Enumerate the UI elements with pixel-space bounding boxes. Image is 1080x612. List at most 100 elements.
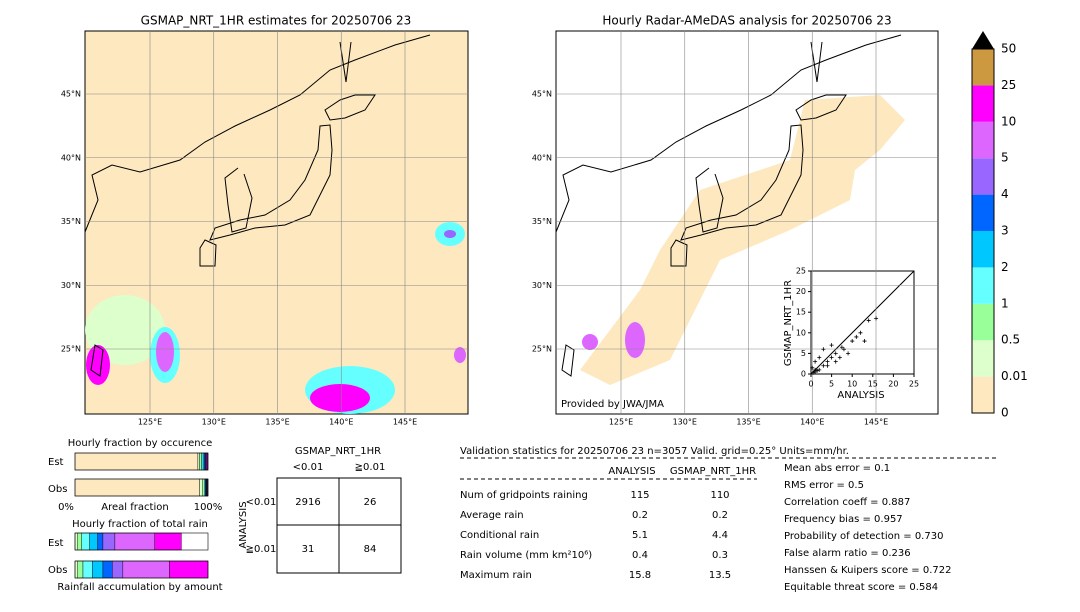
point bbox=[833, 359, 838, 364]
fraction-segment bbox=[77, 560, 84, 579]
cell: 15.8 bbox=[629, 570, 651, 581]
colorbar bbox=[972, 31, 994, 49]
point bbox=[813, 359, 818, 364]
lat-label: 35°N bbox=[61, 217, 81, 226]
column-header: ≧0.01 bbox=[355, 462, 386, 473]
row-label: Est bbox=[48, 457, 64, 468]
table-cell: 31 bbox=[302, 544, 315, 555]
panel-title: Hourly fraction by occurence bbox=[68, 438, 212, 449]
point bbox=[825, 359, 830, 364]
fraction-segment bbox=[154, 532, 182, 551]
point bbox=[858, 330, 863, 335]
lat-label: 30°N bbox=[532, 281, 552, 290]
colorbar-segment bbox=[972, 303, 994, 341]
point bbox=[850, 339, 855, 344]
row-label: Obs bbox=[48, 565, 67, 576]
point bbox=[821, 363, 826, 368]
score: Frequency bias = 0.957 bbox=[784, 514, 903, 525]
point bbox=[829, 355, 834, 360]
bar-frame bbox=[74, 452, 209, 471]
y-tick-label: 15 bbox=[796, 308, 806, 317]
panel-title: Hourly fraction of total rain bbox=[72, 519, 208, 530]
row-label: Rain volume (mm km²10⁶) bbox=[460, 550, 592, 561]
point bbox=[837, 355, 842, 360]
point bbox=[813, 367, 818, 372]
map-title: Hourly Radar-AMeDAS analysis for 2025070… bbox=[602, 14, 891, 28]
cell: 0.4 bbox=[632, 550, 648, 561]
row-label: Average rain bbox=[460, 510, 524, 521]
score: Correlation coeff = 0.887 bbox=[784, 497, 910, 508]
colorbar-label: 3 bbox=[1001, 224, 1009, 238]
point bbox=[809, 372, 813, 376]
left-map: GSMAP_NRT_1HR estimates for 20250706 23 bbox=[84, 14, 469, 415]
row-label: Obs bbox=[48, 484, 67, 495]
colorbar-label: 0.5 bbox=[1001, 333, 1020, 347]
lon-label: 125°E bbox=[609, 418, 633, 427]
bar-frame bbox=[74, 478, 209, 497]
point bbox=[810, 365, 815, 370]
table-cell: 26 bbox=[364, 497, 377, 508]
cell: 0.2 bbox=[712, 510, 728, 521]
point bbox=[815, 368, 820, 373]
lat-label: 25°N bbox=[532, 345, 552, 354]
lat-label: 30°N bbox=[61, 281, 81, 290]
y-axis-label: GSMAP_NRT_1HR bbox=[783, 280, 794, 366]
fraction-segment bbox=[74, 478, 200, 497]
lat-label: 40°N bbox=[532, 153, 552, 162]
lat-label: 45°N bbox=[532, 90, 552, 99]
bar-frame bbox=[74, 532, 209, 551]
fraction-segment bbox=[74, 560, 78, 579]
lon-label: 145°E bbox=[393, 418, 417, 427]
fraction-segment bbox=[201, 452, 204, 471]
axis-label: Areal fraction bbox=[101, 502, 168, 513]
column-header: ANALYSIS bbox=[608, 466, 655, 477]
diagonal bbox=[810, 270, 915, 375]
lon-label: 135°E bbox=[265, 418, 289, 427]
point bbox=[825, 363, 830, 368]
x-axis-label: ANALYSIS bbox=[837, 390, 884, 401]
row-label: Maximum rain bbox=[460, 570, 532, 581]
row-label: Est bbox=[48, 538, 64, 549]
colorbar-segment bbox=[972, 158, 994, 195]
cell: 0.2 bbox=[632, 510, 648, 521]
colorbar-label: 10 bbox=[1001, 114, 1016, 128]
point bbox=[817, 355, 822, 360]
colorbar-segment bbox=[972, 85, 994, 122]
fraction-segment bbox=[74, 452, 199, 471]
validation-header: Validation statistics for 20250706 23 n=… bbox=[460, 446, 849, 457]
lon-label: 130°E bbox=[202, 418, 226, 427]
point bbox=[829, 343, 834, 348]
y-tick-label: 0 bbox=[801, 370, 806, 379]
fraction-segment bbox=[122, 560, 170, 579]
rain-blob bbox=[582, 334, 598, 350]
column-header: <0.01 bbox=[293, 462, 324, 473]
fraction-segment bbox=[169, 560, 209, 579]
point bbox=[811, 370, 816, 375]
lat-label: 45°N bbox=[61, 90, 81, 99]
fraction-segment bbox=[77, 532, 82, 551]
colorbar-label: 50 bbox=[1001, 42, 1016, 56]
lon-label: 130°E bbox=[673, 418, 697, 427]
fraction-segment bbox=[199, 478, 203, 497]
lat-label: 35°N bbox=[532, 217, 552, 226]
column-header: GSMAP_NRT_1HR bbox=[670, 466, 756, 477]
panel-footer: Rainfall accumulation by amount bbox=[57, 582, 222, 593]
cell: 110 bbox=[710, 490, 729, 501]
colorbar-label: 1 bbox=[1001, 296, 1009, 310]
table-title: GSMAP_NRT_1HR bbox=[295, 446, 381, 457]
score: Probability of detection = 0.730 bbox=[784, 531, 943, 542]
colorbar-segment bbox=[972, 49, 994, 86]
x-tick-label: 0 bbox=[808, 380, 813, 389]
fraction-segment bbox=[82, 560, 93, 579]
fraction-segment bbox=[114, 532, 156, 551]
fraction-segment bbox=[92, 560, 104, 579]
contingency-table: GSMAP_NRT_1HR <0.01 ≧0.01 ANALYSIS <0.01… bbox=[238, 446, 402, 574]
point bbox=[846, 351, 851, 356]
occurrence-panel: Hourly fraction by occurence Est Obs 0% … bbox=[48, 438, 222, 513]
point bbox=[862, 339, 867, 344]
fraction-segment bbox=[102, 560, 113, 579]
colorbar-segment bbox=[972, 231, 994, 268]
credit: Provided by JWA/JMA bbox=[561, 399, 664, 410]
row-title: ANALYSIS bbox=[238, 501, 249, 548]
